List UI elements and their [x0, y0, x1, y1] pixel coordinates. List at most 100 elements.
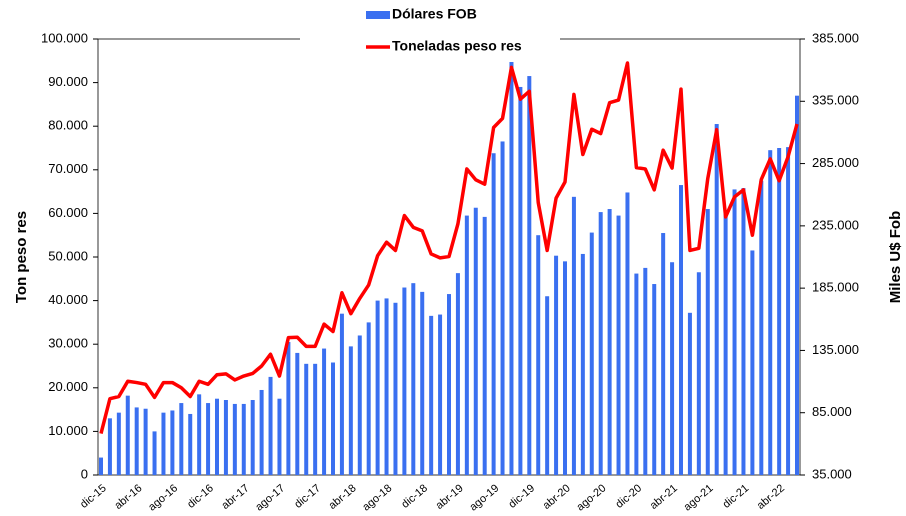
bar — [580, 253, 585, 475]
bar — [607, 209, 612, 476]
bar — [616, 215, 621, 475]
y2-axis-label: Miles U$ Fob — [887, 211, 904, 304]
bar — [393, 302, 398, 475]
x-tick-label: dic-21 — [721, 482, 752, 510]
y-tick-label: 10.000 — [48, 423, 88, 438]
bar — [714, 124, 719, 476]
x-tick-label: abr-17 — [219, 482, 251, 512]
bar — [670, 262, 675, 475]
bar — [304, 363, 309, 475]
bar — [322, 348, 327, 475]
bar — [554, 255, 559, 475]
line — [99, 61, 799, 435]
x-tick-label: ago-18 — [360, 482, 394, 513]
bar — [777, 148, 782, 475]
bar — [116, 412, 121, 475]
bar — [295, 352, 300, 475]
bar — [429, 315, 434, 475]
x-tick-label: dic-18 — [399, 482, 430, 510]
bar — [223, 400, 228, 475]
bar — [795, 95, 799, 476]
bar — [643, 267, 648, 475]
x-tick-label: ago-17 — [253, 482, 287, 513]
y-tick-label: 60.000 — [48, 205, 88, 220]
y-tick-label: 0 — [81, 466, 88, 481]
bar — [500, 141, 505, 475]
bar — [473, 207, 478, 475]
y-tick-label: 90.000 — [48, 74, 88, 89]
bar — [250, 400, 255, 475]
bar — [161, 412, 166, 475]
bar — [589, 232, 594, 475]
x-tick-label: dic-15 — [78, 482, 109, 510]
bar — [179, 403, 184, 475]
x-tick-label: abr-21 — [648, 482, 680, 512]
bar — [268, 376, 273, 475]
bar — [661, 233, 666, 475]
bar — [723, 213, 728, 475]
x-tick-label: abr-16 — [112, 482, 144, 512]
bar — [348, 346, 353, 475]
y-tick-label: 40.000 — [48, 292, 88, 307]
bar — [313, 363, 318, 475]
bar — [402, 287, 407, 475]
y-tick-label: 50.000 — [48, 248, 88, 263]
bar — [438, 314, 443, 475]
y-axis-label: Ton peso res — [13, 211, 30, 303]
bar — [339, 313, 344, 475]
bar — [125, 395, 130, 475]
bar — [357, 335, 362, 475]
bar — [563, 261, 567, 475]
bar — [509, 60, 514, 476]
y-tick-label: 70.000 — [48, 161, 88, 176]
legend-box — [300, 2, 560, 62]
bar — [331, 362, 335, 475]
bar — [464, 215, 469, 475]
bar — [518, 86, 523, 476]
bar — [170, 410, 175, 475]
bar — [759, 180, 764, 475]
x-tick-label: dic-17 — [292, 482, 323, 510]
x-tick-label: dic-20 — [614, 482, 645, 510]
bar — [447, 294, 451, 475]
bar — [598, 212, 603, 476]
bar — [206, 403, 211, 475]
bar — [420, 291, 425, 475]
y-tick-label: 80.000 — [48, 118, 88, 133]
bar — [366, 322, 371, 475]
x-tick-label: ago-16 — [146, 482, 180, 513]
bar — [571, 196, 576, 475]
bar — [696, 272, 701, 475]
bar — [232, 403, 237, 475]
x-tick-label: abr-20 — [541, 482, 573, 512]
x-tick-label: abr-22 — [755, 482, 787, 512]
x-tick-label: abr-18 — [327, 482, 359, 512]
bar — [286, 342, 291, 475]
bar — [652, 284, 657, 475]
x-tick-label: ago-20 — [575, 482, 609, 513]
y-tick-label: 20.000 — [48, 379, 88, 394]
y2-tick-label: 185.000 — [812, 280, 859, 295]
bar — [455, 273, 460, 475]
bar — [99, 457, 103, 475]
y-tick-label: 30.000 — [48, 336, 88, 351]
legend-label: Toneladas peso res — [392, 38, 522, 54]
bar — [741, 188, 746, 475]
bar — [732, 189, 737, 476]
bar — [545, 296, 550, 475]
bar — [625, 192, 630, 476]
y2-tick-label: 335.000 — [812, 93, 859, 108]
bar — [527, 76, 532, 475]
x-tick-label: abr-19 — [434, 482, 466, 512]
x-tick-label: dic-19 — [506, 482, 537, 510]
bar — [687, 312, 692, 475]
bar — [259, 389, 264, 475]
bar — [197, 394, 202, 475]
bar — [375, 300, 380, 475]
y2-tick-label: 135.000 — [812, 342, 859, 357]
y2-tick-label: 285.000 — [812, 155, 859, 170]
bar — [750, 250, 755, 475]
bar — [215, 398, 219, 475]
legend-label: Dólares FOB — [392, 6, 477, 22]
